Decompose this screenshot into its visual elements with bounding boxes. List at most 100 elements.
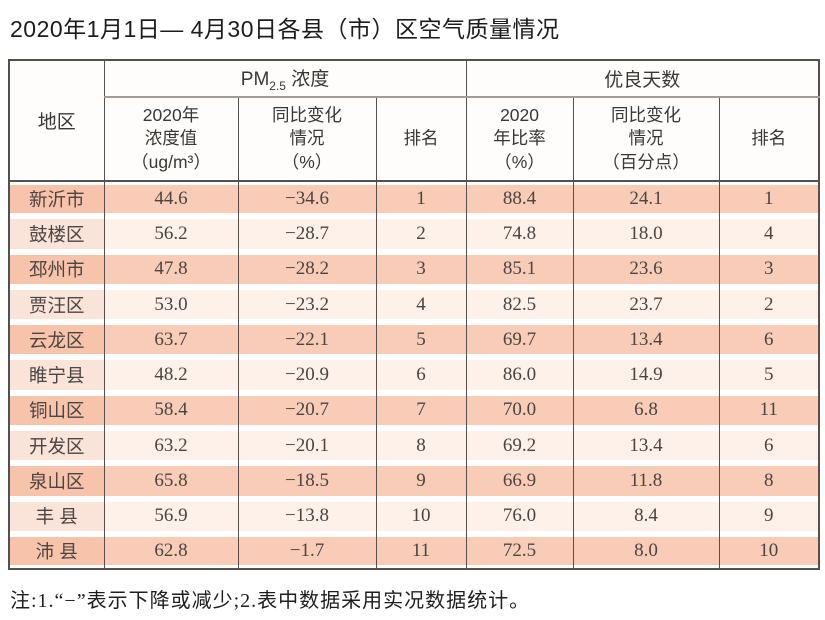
days-rank-cell: 8 [718,463,820,499]
pm-value-cell: 62.8 [103,533,239,570]
pm-rank-cell: 10 [375,498,467,534]
table-row: 鼓楼区 56.2 −28.7 2 74.8 18.0 4 [8,216,820,252]
table-header: 地区 PM2.5 浓度 优良天数 2020年 浓度值 （ug/m³） 同比变化 … [8,60,820,182]
region-cell: 睢宁县 [8,357,105,393]
pm-change-cell: −28.2 [237,251,377,287]
table-row: 邳州市 47.8 −28.2 3 85.1 23.6 3 [8,251,820,287]
pm-rank-cell: 3 [375,251,467,287]
pm-rank-header: 排名 [375,97,467,182]
pm-value-cell: 56.9 [103,498,239,534]
days-ratio-cell: 70.0 [465,392,574,429]
region-cell: 贾汪区 [8,286,105,323]
table-row: 开发区 63.2 −20.1 8 69.2 13.4 6 [8,428,820,464]
days-change-cell: 23.7 [572,286,720,323]
good-days-group-header: 优良天数 [465,60,820,98]
pm-rank-cell: 11 [375,533,467,570]
days-rank-cell: 4 [718,216,820,252]
region-cell: 鼓楼区 [8,216,105,252]
days-rank-cell: 6 [718,322,820,358]
table-body: 新沂市 44.6 −34.6 1 88.4 24.1 1 鼓楼区 56.2 −2… [8,181,820,570]
pm25-suffix: 浓度 [285,69,330,91]
pm-rank-cell: 2 [375,216,467,252]
pm-change-cell: −28.7 [237,216,377,252]
region-cell: 云龙区 [8,322,105,358]
table-row: 沛 县 62.8 −1.7 11 72.5 8.0 10 [8,533,820,570]
pm25-label: PM [240,69,270,91]
days-ratio-cell: 66.9 [465,463,574,499]
days-change-cell: 13.4 [572,428,720,464]
days-ratio-cell: 69.7 [465,322,574,358]
table-row: 丰 县 56.9 −13.8 10 76.0 8.4 9 [8,498,820,534]
pm-value-cell: 44.6 [103,181,239,217]
table-row: 贾汪区 53.0 −23.2 4 82.5 23.7 2 [8,286,820,323]
pm-change-cell: −20.1 [237,428,377,464]
region-cell: 新沂市 [8,181,105,217]
days-change-cell: 8.0 [572,533,720,570]
table-row: 云龙区 63.7 −22.1 5 69.7 13.4 6 [8,322,820,358]
region-cell: 沛 县 [8,533,105,570]
pm-value-cell: 58.4 [103,392,239,429]
days-change-cell: 6.8 [572,392,720,429]
pm-value-cell: 65.8 [103,463,239,499]
pm-value-cell: 47.8 [103,251,239,287]
days-ratio-cell: 82.5 [465,286,574,323]
region-cell: 泉山区 [8,463,105,499]
pm25-subscript: 2.5 [269,78,286,93]
days-ratio-cell: 76.0 [465,498,574,534]
days-ratio-cell: 88.4 [465,181,574,217]
region-column-header: 地区 [8,60,105,182]
table-row: 铜山区 58.4 −20.7 7 70.0 6.8 11 [8,392,820,429]
days-change-cell: 13.4 [572,322,720,358]
days-change-cell: 8.4 [572,498,720,534]
days-rank-cell: 11 [718,392,820,429]
days-change-cell: 11.8 [572,463,720,499]
days-rank-cell: 1 [718,181,820,217]
days-rank-cell: 9 [718,498,820,534]
pm-value-header: 2020年 浓度值 （ug/m³） [103,97,239,182]
region-cell: 丰 县 [8,498,105,534]
days-ratio-cell: 69.2 [465,428,574,464]
days-ratio-cell: 72.5 [465,533,574,570]
days-ratio-cell: 85.1 [465,251,574,287]
pm-change-cell: −20.9 [237,357,377,393]
region-cell: 铜山区 [8,392,105,429]
pm-value-cell: 48.2 [103,357,239,393]
air-quality-table: 地区 PM2.5 浓度 优良天数 2020年 浓度值 （ug/m³） 同比变化 … [8,59,821,571]
pm-change-cell: −22.1 [237,322,377,358]
table-row: 泉山区 65.8 −18.5 9 66.9 11.8 8 [8,463,820,499]
days-change-cell: 23.6 [572,251,720,287]
pm-rank-cell: 8 [375,428,467,464]
days-rank-cell: 3 [718,251,820,287]
days-change-cell: 24.1 [572,181,720,217]
days-ratio-cell: 74.8 [465,216,574,252]
pm-rank-cell: 6 [375,357,467,393]
days-change-cell: 18.0 [572,216,720,252]
days-rank-cell: 2 [718,286,820,323]
days-rank-cell: 6 [718,428,820,464]
table-row: 睢宁县 48.2 −20.9 6 86.0 14.9 5 [8,357,820,393]
sub-header-row: 2020年 浓度值 （ug/m³） 同比变化 情况 （%） 排名 2020 年比… [9,97,820,182]
days-ratio-header: 2020 年比率 （%） [465,97,574,182]
pm-rank-cell: 4 [375,286,467,323]
table-row: 新沂市 44.6 −34.6 1 88.4 24.1 1 [8,181,820,217]
pm-value-cell: 56.2 [103,216,239,252]
pm-change-cell: −18.5 [237,463,377,499]
pm-rank-cell: 1 [375,181,467,217]
days-ratio-cell: 86.0 [465,357,574,393]
group-header-row: 地区 PM2.5 浓度 优良天数 [8,60,820,182]
pm-change-header: 同比变化 情况 （%） [237,97,377,182]
pm-change-cell: −34.6 [237,181,377,217]
days-change-header: 同比变化 情况 （百分点） [572,97,720,182]
pm-rank-cell: 9 [375,463,467,499]
region-cell: 开发区 [8,428,105,464]
days-rank-cell: 5 [718,357,820,393]
pm-change-cell: −13.8 [237,498,377,534]
page-title: 2020年1月1日— 4月30日各县（市）区空气质量情况 [10,16,560,42]
days-change-cell: 14.9 [572,357,720,393]
region-cell: 邳州市 [8,251,105,287]
pm-value-cell: 53.0 [103,286,239,323]
pm25-group-header: PM2.5 浓度 [103,60,467,98]
pm-value-cell: 63.7 [103,322,239,358]
pm-value-cell: 63.2 [103,428,239,464]
